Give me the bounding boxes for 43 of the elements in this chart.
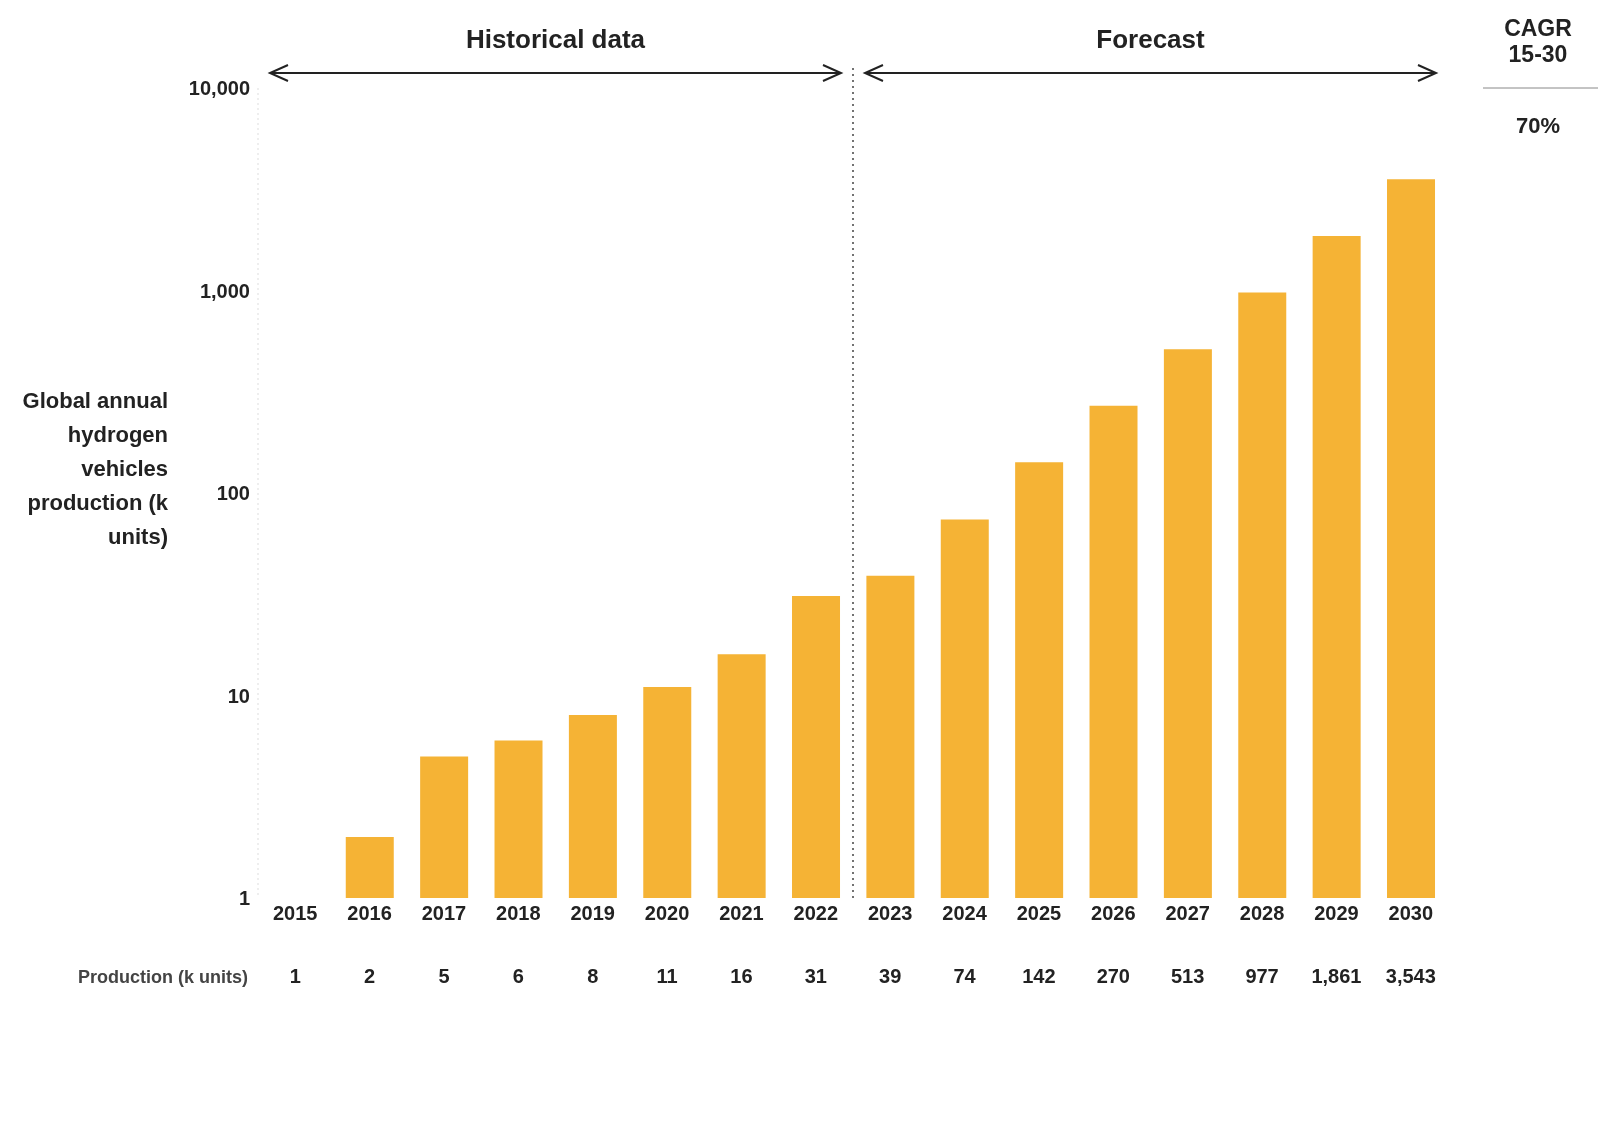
y-tick-label: 100 (216, 482, 250, 505)
x-tick-label: 2021 (719, 902, 764, 925)
text: Production (k units) (78, 967, 248, 987)
text: Historical data (465, 24, 646, 54)
text: CAGR 15-30 (1504, 15, 1573, 67)
x-tick-label: 2016 (347, 902, 392, 925)
data-label: 31 (804, 965, 827, 987)
data-label: 513 (1171, 965, 1205, 987)
x-tick-label: 2029 (1314, 902, 1359, 925)
x-tick-label: 2025 (1016, 902, 1062, 925)
data-label: 2 (364, 965, 376, 987)
data-label: 142 (1022, 965, 1056, 987)
data-label: 39 (879, 965, 902, 987)
x-tick-label: 2017 (421, 902, 467, 925)
x-tick-label: 2026 (1091, 902, 1136, 925)
data-label: 3,543 (1385, 965, 1436, 987)
data-label: 11 (656, 965, 678, 987)
data-label: 16 (730, 965, 753, 987)
x-tick-label: 2020 (644, 902, 690, 925)
x-tick-label: 2024 (942, 902, 988, 925)
x-tick-label: 2022 (793, 902, 839, 925)
data-label: 5 (438, 965, 450, 987)
y-tick-label: 10,000 (188, 77, 250, 100)
data-label: 74 (953, 965, 977, 987)
x-tick-label: 2018 (496, 902, 541, 925)
y-axis-title: Global annual hydrogen vehicles production (k units) (22, 388, 169, 549)
y-tick-label: 1 (238, 887, 250, 910)
data-label: 270 (1096, 965, 1130, 987)
text: 70% (1515, 113, 1561, 138)
x-tick-label: 2023 (867, 902, 913, 925)
text: Forecast (1096, 24, 1206, 54)
data-label: 1,861 (1311, 965, 1362, 987)
y-tick-label: 10 (227, 684, 250, 707)
x-tick-label: 2019 (570, 902, 615, 925)
data-label: 977 (1245, 965, 1279, 987)
x-tick-label: 2015 (272, 902, 318, 925)
data-label: 6 (512, 965, 524, 987)
data-label: 1 (289, 965, 301, 987)
x-tick-label: 2027 (1165, 902, 1210, 925)
x-tick-label: 2030 (1388, 902, 1434, 925)
x-tick-label: 2028 (1239, 902, 1285, 925)
data-label: 8 (587, 965, 599, 987)
y-tick-label: 1,000 (199, 279, 250, 302)
